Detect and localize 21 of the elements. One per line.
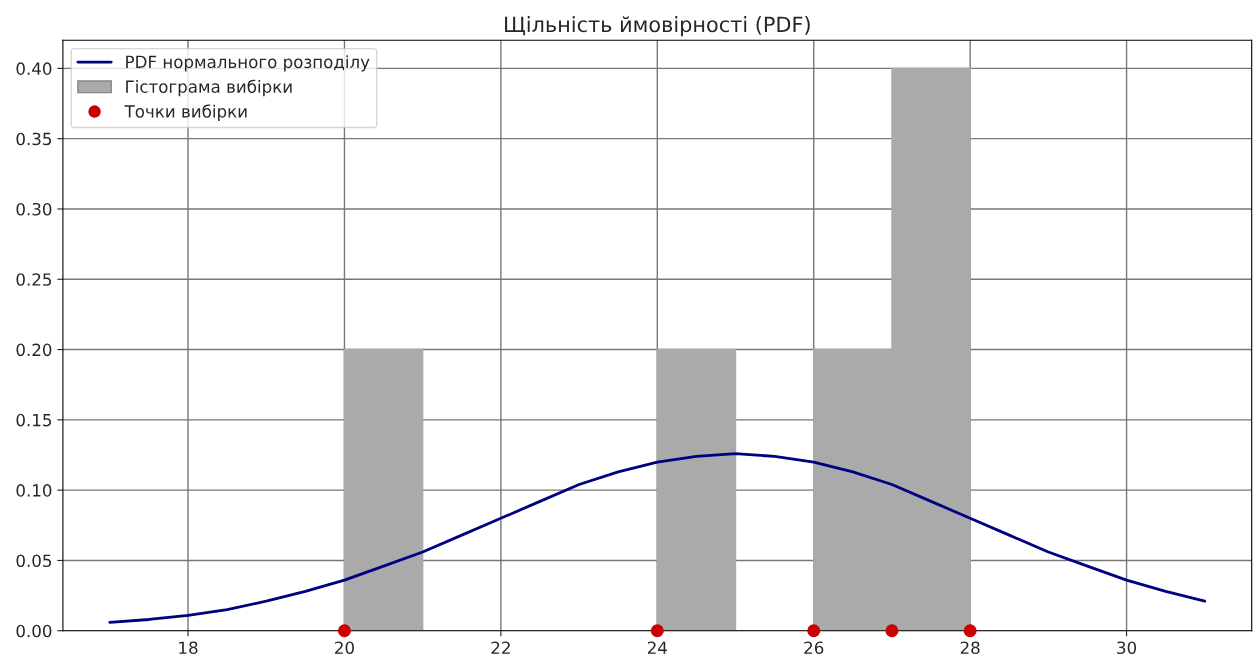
y-tick-label: 0.05: [16, 554, 52, 568]
y-tick-label: 0.00: [16, 624, 52, 638]
x-tick-label: 22: [491, 641, 510, 654]
legend-label: Точки вибірки: [124, 104, 247, 121]
x-tick-label: 26: [804, 641, 824, 655]
chart-title: Щільність ймовірності (PDF): [505, 16, 810, 37]
y-tick-label: 0.30: [16, 202, 52, 216]
x-tick-label: 28: [960, 641, 980, 655]
y-tick-label: 0.20: [16, 343, 52, 357]
y-tick-label: 0.35: [16, 132, 52, 146]
y-tick-label: 0.40: [16, 62, 52, 75]
x-tick-label: 18: [179, 641, 198, 655]
x-tick-label: 20: [335, 641, 354, 655]
y-tick-label: 0.10: [16, 484, 52, 497]
y-tick-label: 0.15: [16, 413, 52, 427]
legend-label: PDF нормального розподілу: [126, 55, 370, 72]
legend-label: Гістограма вибірки: [126, 79, 292, 97]
y-tick-label: 0.25: [16, 273, 52, 286]
x-tick-label: 24: [647, 641, 667, 654]
line-series: [108, 452, 1207, 624]
x-tick-label: 30: [1117, 641, 1137, 655]
